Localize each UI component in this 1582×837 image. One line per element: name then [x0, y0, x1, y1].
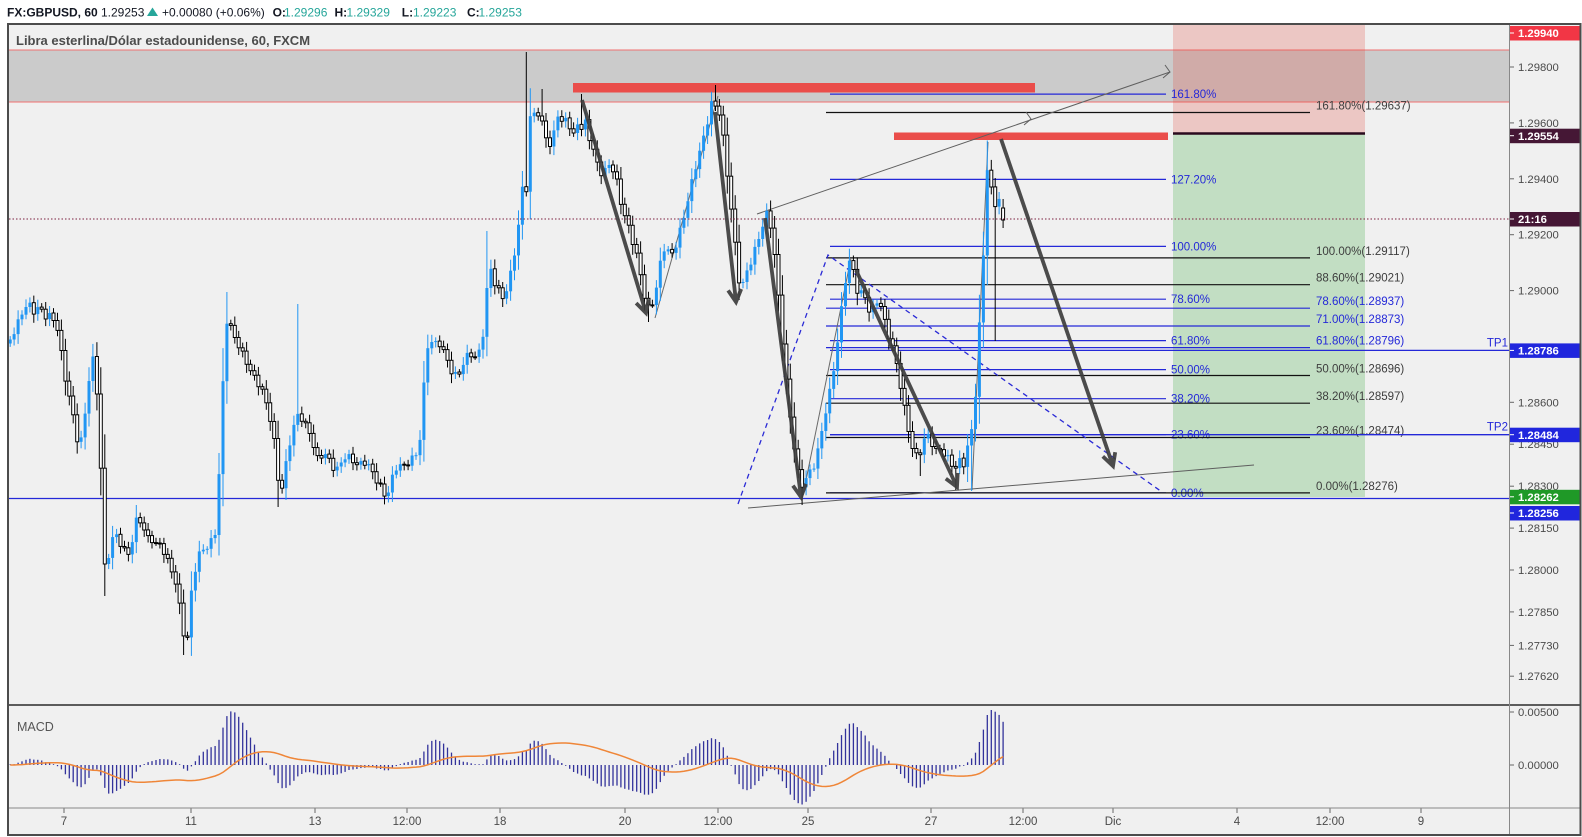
svg-text:9: 9 — [1418, 816, 1424, 828]
svg-text:4: 4 — [1234, 816, 1241, 828]
svg-text:1.28786: 1.28786 — [1518, 346, 1559, 358]
svg-text:25: 25 — [802, 816, 815, 828]
svg-text:0.00%(1.28276): 0.00%(1.28276) — [1316, 481, 1398, 493]
svg-text:88.60%(1.29021): 88.60%(1.29021) — [1316, 273, 1404, 285]
svg-text:1.27730: 1.27730 — [1518, 640, 1559, 652]
svg-text:1.29200: 1.29200 — [1518, 230, 1559, 242]
svg-text:78.60%(1.28937): 78.60%(1.28937) — [1316, 296, 1404, 308]
svg-text:12:00: 12:00 — [704, 816, 733, 828]
svg-text:23.60%(1.28474): 23.60%(1.28474) — [1316, 426, 1404, 438]
svg-text:12:00: 12:00 — [1009, 816, 1038, 828]
svg-text:18: 18 — [494, 816, 507, 828]
svg-text:1.29600: 1.29600 — [1518, 118, 1559, 130]
svg-text:1.28000: 1.28000 — [1518, 565, 1559, 577]
svg-text:50.00%: 50.00% — [1171, 365, 1210, 377]
svg-text:50.00%(1.28696): 50.00%(1.28696) — [1316, 364, 1404, 376]
svg-text:1.29223: 1.29223 — [413, 6, 457, 20]
svg-text:TP2: TP2 — [1487, 422, 1508, 434]
svg-text:TP1: TP1 — [1487, 337, 1508, 349]
svg-text:0.00500: 0.00500 — [1518, 707, 1559, 719]
svg-text:1.29296: 1.29296 — [284, 6, 328, 20]
svg-text:1.28150: 1.28150 — [1518, 523, 1559, 535]
svg-text:27: 27 — [925, 816, 938, 828]
svg-text:100.00%: 100.00% — [1171, 241, 1216, 253]
svg-text:1.27620: 1.27620 — [1518, 671, 1559, 683]
svg-text:1.29400: 1.29400 — [1518, 174, 1559, 186]
svg-text:13: 13 — [309, 816, 322, 828]
svg-text:1.28484: 1.28484 — [1518, 430, 1560, 442]
svg-text:1.29800: 1.29800 — [1518, 62, 1559, 74]
svg-text:7: 7 — [61, 816, 67, 828]
svg-text:38.20%: 38.20% — [1171, 394, 1210, 406]
svg-text:23.60%: 23.60% — [1171, 430, 1210, 442]
svg-text:H:: H: — [335, 6, 348, 20]
svg-text:12:00: 12:00 — [1316, 816, 1345, 828]
svg-text:100.00%(1.29117): 100.00%(1.29117) — [1316, 246, 1410, 258]
svg-text:1.28262: 1.28262 — [1518, 492, 1559, 504]
svg-text:12:00: 12:00 — [393, 816, 422, 828]
svg-text:1.29253: 1.29253 — [479, 6, 523, 20]
svg-text:38.20%(1.28597): 38.20%(1.28597) — [1316, 391, 1404, 403]
svg-text:161.80%(1.29637): 161.80%(1.29637) — [1316, 101, 1411, 113]
svg-text:11: 11 — [185, 816, 197, 828]
svg-text:1.29554: 1.29554 — [1518, 131, 1560, 143]
svg-text:1.29940: 1.29940 — [1518, 28, 1559, 40]
svg-text:61.80%: 61.80% — [1171, 336, 1210, 348]
svg-text:78.60%: 78.60% — [1171, 294, 1210, 306]
svg-text:C:: C: — [467, 6, 480, 20]
svg-text:Dic: Dic — [1105, 816, 1122, 828]
svg-text:+0.00080 (+0.06%): +0.00080 (+0.06%) — [162, 6, 265, 20]
svg-text:FX:GBPUSD, 60: FX:GBPUSD, 60 — [7, 6, 98, 20]
svg-text:L:: L: — [402, 6, 413, 20]
svg-text:20: 20 — [619, 816, 632, 828]
svg-text:1.29253: 1.29253 — [101, 6, 145, 20]
svg-text:1.29000: 1.29000 — [1518, 286, 1559, 298]
svg-text:161.80%: 161.80% — [1171, 89, 1216, 101]
svg-text:Libra esterlina/Dólar estadoun: Libra esterlina/Dólar estadounidense, 60… — [16, 33, 310, 48]
svg-text:21:16: 21:16 — [1518, 214, 1547, 226]
svg-text:0.00%: 0.00% — [1171, 488, 1204, 500]
svg-text:1.27850: 1.27850 — [1518, 607, 1559, 619]
svg-text:61.80%(1.28796): 61.80%(1.28796) — [1316, 336, 1404, 348]
svg-text:1.29329: 1.29329 — [347, 6, 391, 20]
svg-text:MACD: MACD — [17, 720, 54, 734]
svg-text:1.28600: 1.28600 — [1518, 397, 1559, 409]
svg-text:1.28256: 1.28256 — [1518, 508, 1559, 520]
svg-text:71.00%(1.28873): 71.00%(1.28873) — [1316, 314, 1404, 326]
svg-text:O:: O: — [273, 6, 286, 20]
svg-text:127.20%: 127.20% — [1171, 174, 1216, 186]
svg-text:0.00000: 0.00000 — [1518, 760, 1559, 772]
